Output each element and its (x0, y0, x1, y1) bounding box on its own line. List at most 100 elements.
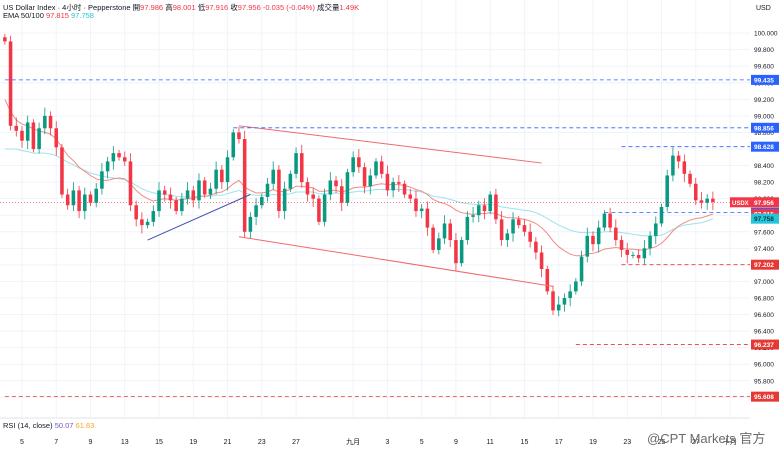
symbol-tag-text: USDX (732, 201, 749, 207)
candle-body (357, 157, 361, 168)
price-tick-label: 98.400 (754, 163, 774, 170)
candle-body (397, 182, 401, 184)
candle-body (202, 180, 207, 195)
candle (322, 188, 327, 227)
price-level-tag-text: 96.237 (754, 342, 774, 349)
change-value: -0.035 (-0.04%) (262, 3, 315, 12)
candle (368, 168, 373, 195)
candle (94, 182, 98, 208)
time-tick-label: 7 (54, 439, 58, 446)
candle (237, 126, 241, 144)
candle (345, 168, 350, 207)
drawn-lines (147, 125, 554, 287)
candle-body (71, 190, 76, 206)
candle-body (208, 188, 213, 195)
candle (477, 200, 481, 223)
candle (317, 195, 321, 226)
candle (339, 179, 344, 212)
candle-body (60, 147, 64, 195)
price-axis[interactable]: 100.00099.80099.60099.40099.20099.00098.… (754, 31, 778, 402)
candle-body (117, 153, 121, 158)
candle-body (157, 190, 161, 212)
candle (71, 182, 76, 212)
candle-body (225, 157, 230, 183)
ema100-line (4, 148, 714, 237)
price-level-tag-bg (751, 259, 779, 270)
price-level-tag-text: 98.856 (754, 125, 774, 132)
candle-body (596, 227, 601, 245)
price-tick-label: 99.000 (754, 113, 774, 120)
ema-legend[interactable]: EMA 50/100 97.815 97.758 (3, 11, 94, 20)
candle-body (20, 130, 24, 141)
candle-body (528, 231, 532, 242)
time-tick-label: 13 (121, 439, 129, 446)
time-tick-label: 九月 (346, 437, 360, 446)
candle-body (145, 221, 150, 226)
candle (25, 115, 30, 149)
candle-body (568, 291, 572, 298)
candle (151, 205, 156, 227)
time-axis[interactable]: 5 7 9 13 15 19 21 23 27 九月 3 5 9 11 15 17 19 23 25 27 十月 (20, 437, 737, 446)
price-level-tag-bg (751, 339, 779, 350)
price-level-tag: 97.202 (751, 259, 779, 270)
candle-body (379, 161, 384, 174)
candle-body (425, 208, 430, 228)
candle (522, 219, 527, 237)
candle (699, 192, 704, 209)
rsi-value: 50.07 (54, 421, 74, 430)
candle-body (648, 235, 652, 249)
candle (242, 130, 247, 238)
candle (614, 219, 618, 246)
candle (265, 177, 270, 202)
candle (402, 180, 407, 198)
price-tick-label: 100.000 (754, 31, 778, 38)
candle (288, 170, 293, 193)
candle (448, 218, 452, 248)
current-price-tag-bg (751, 197, 779, 208)
candle-body (402, 183, 407, 195)
price-levels (0, 79, 750, 398)
price-tick-label: 99.600 (754, 64, 774, 71)
candle (162, 185, 167, 202)
candle-body (214, 169, 218, 189)
candle-body (659, 206, 664, 224)
candle (676, 151, 681, 169)
candle (596, 220, 601, 253)
channel-line (238, 236, 554, 287)
candle-body (43, 115, 47, 129)
candle (282, 181, 287, 220)
symbol-name[interactable]: US Dollar Index · 4小时 · Pepperstone (3, 3, 131, 12)
candle (631, 251, 635, 259)
candle-body (414, 198, 418, 212)
candle-body (471, 215, 475, 217)
price-tick-label: 95.800 (754, 378, 774, 385)
candle (311, 187, 315, 207)
candle-body (614, 227, 618, 241)
candle (591, 231, 595, 252)
candle-body (271, 169, 275, 184)
rsi-legend[interactable]: RSI (14, close) 50.07 61.63 (3, 421, 94, 430)
low-label: 低 (197, 3, 206, 12)
candle-body (220, 169, 224, 183)
candle (471, 206, 475, 223)
candle-body (591, 235, 595, 245)
candle-body (574, 281, 578, 292)
candle (357, 148, 361, 173)
candle (305, 177, 310, 202)
candle-body (134, 205, 138, 220)
candle (499, 211, 504, 246)
ema100-tag: 97.758 (751, 213, 779, 224)
ema100-tag-text: 97.758 (754, 216, 774, 223)
candle-body (265, 183, 270, 197)
price-level-tag-text: 99.435 (754, 77, 774, 84)
price-tags: 99.43598.85698.62897.83197.20296.23795.6… (730, 74, 779, 402)
candle (260, 193, 264, 209)
candle-body (442, 223, 447, 239)
candle-body (88, 194, 93, 203)
candle-body (351, 157, 355, 173)
candle-body (334, 180, 338, 187)
candle-body (140, 219, 144, 226)
volume-label: 成交量 (317, 3, 340, 12)
candle (408, 188, 413, 204)
